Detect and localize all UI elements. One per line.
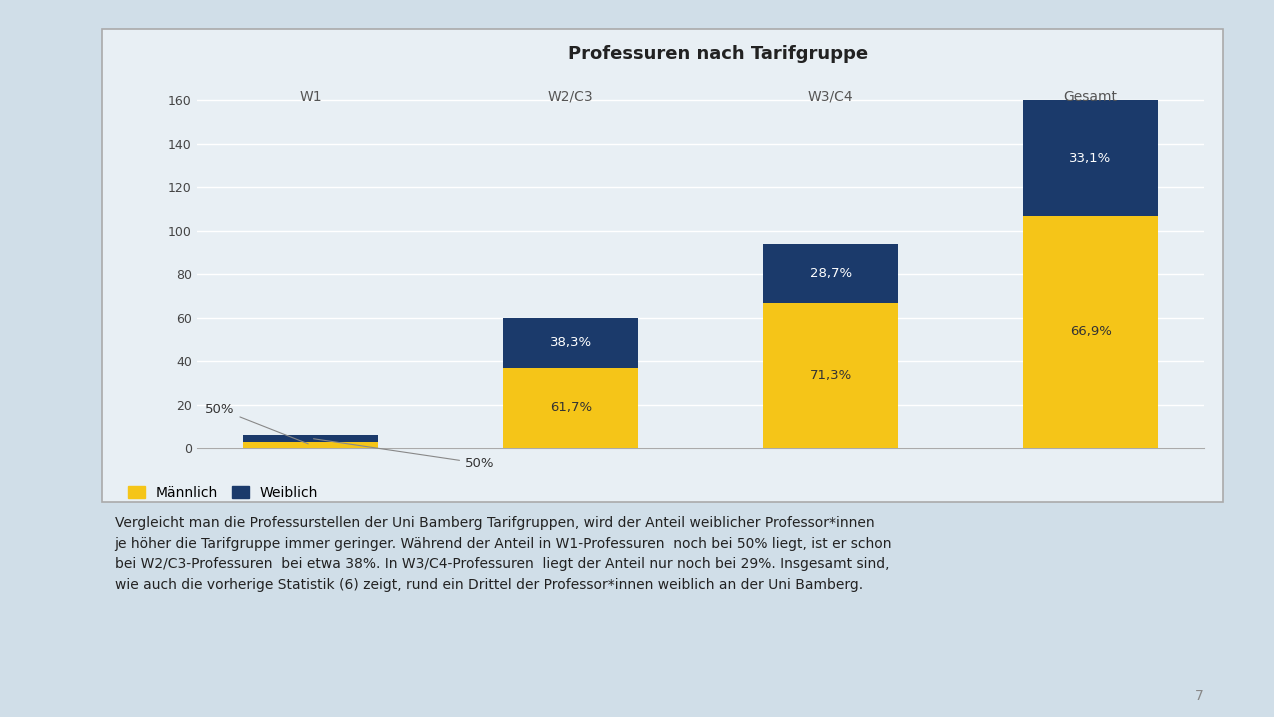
Text: 71,3%: 71,3%	[809, 369, 852, 382]
Bar	[243, 435, 378, 442]
Text: 28,7%: 28,7%	[809, 267, 852, 280]
Text: 50%: 50%	[313, 439, 494, 470]
Text: W1: W1	[299, 90, 322, 104]
Bar	[763, 303, 898, 448]
Bar	[1023, 100, 1158, 216]
Bar	[1023, 216, 1158, 448]
Bar	[503, 368, 638, 448]
Text: 7: 7	[1195, 688, 1204, 703]
Text: W3/C4: W3/C4	[808, 90, 854, 104]
Text: Professuren nach Tarifgruppe: Professuren nach Tarifgruppe	[568, 44, 869, 63]
Text: 33,1%: 33,1%	[1069, 151, 1112, 165]
Text: 50%: 50%	[205, 402, 308, 444]
Text: Gesamt: Gesamt	[1064, 90, 1117, 104]
Text: W2/C3: W2/C3	[548, 90, 594, 104]
Text: 66,9%: 66,9%	[1070, 326, 1111, 338]
Text: 61,7%: 61,7%	[549, 402, 592, 414]
Bar	[503, 318, 638, 368]
Bar	[763, 244, 898, 303]
Text: 38,3%: 38,3%	[549, 336, 592, 349]
Text: Vergleicht man die Professurstellen der Uni Bamberg Tarifgruppen, wird der Antei: Vergleicht man die Professurstellen der …	[115, 516, 892, 592]
Bar	[243, 442, 378, 448]
Legend: Männlich, Weiblich: Männlich, Weiblich	[124, 482, 322, 504]
